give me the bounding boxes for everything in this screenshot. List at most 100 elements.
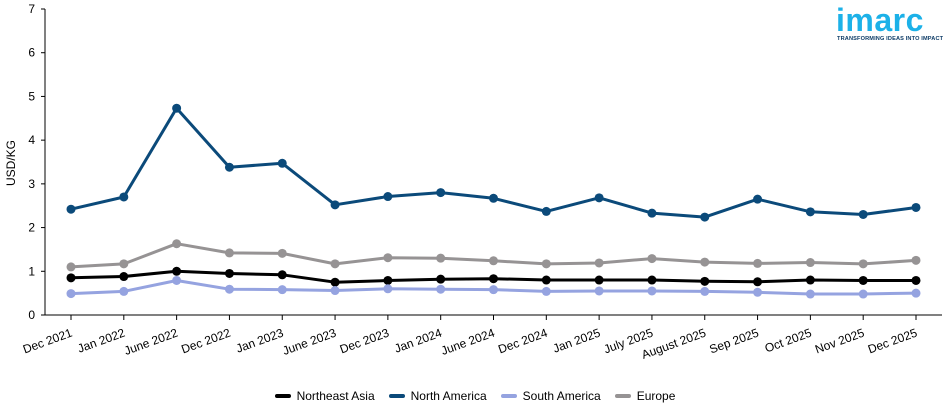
x-tick-label: Jan 2022: [76, 326, 127, 356]
legend-swatch: [388, 394, 405, 398]
imarc-logo: imarc TRANSFORMING IDEAS INTO IMPACT: [834, 2, 943, 44]
logo-wordmark: imarc: [836, 2, 924, 38]
data-point-south-america: [436, 284, 446, 294]
data-point-north-america: [66, 204, 76, 214]
data-point-europe: [277, 248, 287, 258]
data-point-northeast-asia: [277, 270, 287, 280]
data-point-northeast-asia: [436, 274, 446, 284]
data-point-northeast-asia: [330, 277, 340, 287]
data-point-europe: [541, 259, 551, 269]
data-point-europe: [383, 253, 393, 263]
series-south-america: [66, 275, 921, 299]
x-tick-label: Jan 2024: [393, 326, 444, 356]
data-point-northeast-asia: [224, 268, 234, 278]
data-point-northeast-asia: [700, 276, 710, 286]
legend-swatch: [500, 394, 517, 398]
data-point-europe: [805, 258, 815, 268]
y-tick-label: 3: [28, 177, 35, 191]
data-point-south-america: [224, 284, 234, 294]
data-point-europe: [172, 239, 182, 249]
data-point-europe: [647, 254, 657, 264]
data-point-northeast-asia: [594, 275, 604, 285]
data-point-north-america: [436, 188, 446, 198]
data-point-south-america: [700, 286, 710, 296]
data-point-south-america: [647, 286, 657, 296]
data-point-north-america: [753, 194, 763, 204]
data-point-south-america: [383, 284, 393, 294]
data-point-south-america: [858, 289, 868, 299]
data-point-europe: [489, 256, 498, 266]
data-point-south-america: [594, 286, 604, 296]
data-point-south-america: [805, 289, 815, 299]
x-tick-label: Dec 2024: [496, 326, 549, 357]
logo-tagline: TRANSFORMING IDEAS INTO IMPACT: [837, 36, 944, 42]
x-tick-label: Dec 2021: [21, 326, 74, 357]
y-tick-label: 2: [28, 221, 35, 235]
legend-swatch: [614, 394, 631, 398]
y-tick-label: 7: [28, 2, 35, 16]
y-tick-label: 0: [28, 308, 35, 322]
data-point-northeast-asia: [647, 275, 657, 285]
data-point-northeast-asia: [66, 273, 76, 283]
x-tick-label: Jan 2023: [234, 326, 285, 356]
data-point-south-america: [541, 286, 551, 296]
data-point-south-america: [66, 289, 76, 299]
legend-item-northeast-asia: Northeast Asia: [274, 389, 375, 403]
data-point-north-america: [911, 202, 921, 212]
data-point-northeast-asia: [753, 277, 763, 287]
series-north-america: [66, 103, 921, 222]
data-point-northeast-asia: [911, 275, 921, 285]
chart-legend: Northeast Asia North America South America…: [0, 389, 950, 403]
data-point-northeast-asia: [805, 275, 815, 285]
series-europe: [66, 239, 921, 272]
x-tick-label: June 2023: [281, 326, 339, 358]
legend-item-south-america: South America: [500, 389, 601, 403]
data-point-north-america: [172, 103, 182, 113]
data-point-south-america: [277, 285, 287, 295]
data-point-northeast-asia: [489, 274, 498, 284]
data-point-europe: [66, 262, 76, 272]
data-point-south-america: [119, 286, 129, 296]
data-point-northeast-asia: [541, 275, 551, 285]
data-point-europe: [911, 255, 921, 265]
x-tick-label: Dec 2022: [179, 326, 232, 357]
data-point-south-america: [753, 287, 763, 297]
data-point-south-america: [489, 285, 498, 295]
data-point-north-america: [541, 206, 551, 216]
data-point-north-america: [700, 212, 710, 222]
x-tick-label: June 2022: [122, 326, 180, 358]
data-point-europe: [224, 248, 234, 258]
legend-label: Europe: [636, 389, 676, 403]
data-point-north-america: [277, 158, 287, 168]
x-tick-label: Sep 2025: [708, 326, 761, 357]
data-point-north-america: [224, 162, 234, 172]
legend-label: North America: [410, 389, 487, 403]
data-point-north-america: [330, 200, 340, 210]
y-axis-label: USD/KG: [4, 140, 18, 186]
data-point-europe: [858, 259, 868, 269]
data-point-northeast-asia: [119, 272, 129, 282]
y-tick-label: 4: [28, 133, 35, 147]
x-tick-label: Oct 2025: [763, 326, 814, 356]
x-tick-label: Dec 2023: [338, 326, 391, 357]
legend-label: Northeast Asia: [296, 389, 375, 403]
data-point-north-america: [119, 192, 129, 202]
legend-item-north-america: North America: [388, 389, 487, 403]
data-point-europe: [700, 257, 710, 267]
x-tick-label: Jan 2025: [551, 326, 602, 356]
data-point-northeast-asia: [858, 275, 868, 285]
data-point-europe: [436, 253, 446, 263]
data-point-south-america: [172, 275, 182, 285]
data-point-north-america: [489, 193, 498, 203]
data-point-europe: [330, 259, 340, 269]
x-tick-label: Dec 2025: [866, 326, 919, 357]
data-point-europe: [753, 258, 763, 268]
data-point-northeast-asia: [172, 266, 182, 276]
y-tick-label: 6: [28, 46, 35, 60]
data-point-north-america: [594, 193, 604, 203]
data-point-north-america: [383, 192, 393, 202]
data-point-north-america: [858, 209, 868, 219]
data-point-north-america: [805, 207, 815, 217]
data-point-south-america: [911, 288, 921, 298]
